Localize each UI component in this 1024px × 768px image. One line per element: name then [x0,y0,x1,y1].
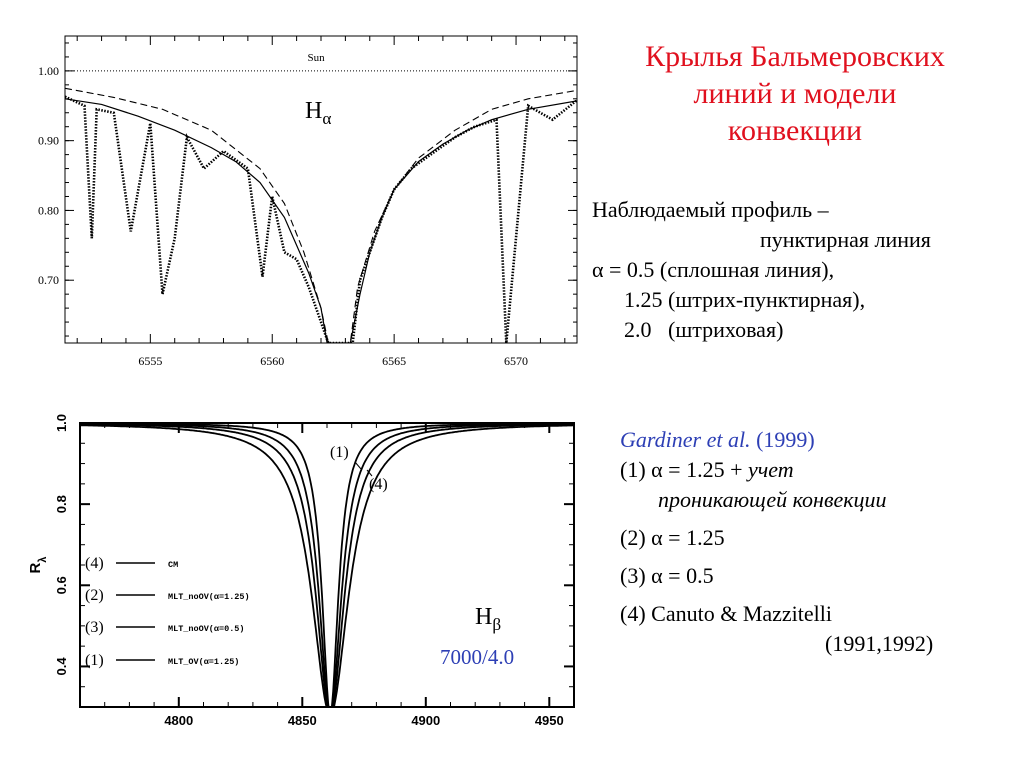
title-line-1: Крылья Бальмеровских [645,40,945,73]
ref-item-4-years: (1991,1992) [825,631,934,656]
hbeta-legend-number: (1) [85,652,104,669]
hbeta-xtick-label: 4900 [411,713,440,728]
profile-description: Наблюдаемый профиль – пунктирная линия α… [592,195,1012,345]
halpha-series-solid [65,98,577,343]
desc-line-5: 2.0 (штриховая) [624,317,784,342]
title-line-3: конвекции [727,114,863,147]
hbeta-ytick-label: 0.4 [54,657,69,676]
hbeta-ytick-label: 1.0 [54,414,69,432]
desc-line-2: пунктирная линия [760,227,931,252]
desc-line-4: 1.25 (штрих-пунктирная), [624,287,866,312]
halpha-xtick-label: 6560 [260,354,284,368]
halpha-line-label: Hα [305,98,331,128]
halpha-series-dashed [65,87,577,343]
hbeta-legend-text: MLT_OV(α=1.25) [168,657,239,667]
halpha-line-label-main: H [305,98,322,124]
ref-year: (1999) [756,427,815,452]
hbeta-legend-text: MLT_noOV(α=1.25) [168,592,250,602]
hbeta-xtick-label: 4950 [535,713,564,728]
hbeta-legend-text: CM [168,560,178,570]
hbeta-line-label-main: H [475,604,492,630]
ref-citation: Gardiner et al. (1999) [620,425,1020,455]
hbeta-legend-number: (4) [85,555,104,572]
halpha-xtick-label: 6555 [138,354,162,368]
ref-item-1-word: учет [748,457,794,482]
hbeta-xtick-label: 4800 [164,713,193,728]
halpha-line-label-sub: α [322,109,331,128]
hbeta-line-label-sub: β [492,615,501,634]
desc-line-1: Наблюдаемый профиль – [592,197,829,222]
hbeta-legend-text: MLT_noOV(α=0.5) [168,624,245,634]
desc-line-3: α = 0.5 (сплошная линия), [592,257,835,282]
halpha-ytick-label: 0.90 [38,134,59,148]
hbeta-model-label: 7000/4.0 [440,645,514,669]
halpha-ytick-label: 0.80 [38,203,59,217]
hbeta-curve-pointer-4 [366,469,373,477]
hbeta-curve-pointer-1 [354,461,362,470]
reference-block: Gardiner et al. (1999) (1) α = 1.25 + уч… [620,425,1020,659]
hbeta-ytick-label: 0.6 [54,576,69,594]
hbeta-legend-number: (3) [85,619,104,636]
hbeta-curve-label-1: (1) [330,444,349,461]
hbeta-xtick-label: 4850 [288,713,317,728]
hbeta-line-label: Hβ [475,604,501,634]
hbeta-ytick-label: 0.8 [54,495,69,513]
ref-item-1-prefix: (1) α = 1.25 + [620,457,743,482]
halpha-xtick-label: 6570 [504,354,528,368]
halpha-ytick-label: 1.00 [38,64,59,78]
halpha-ytick-label: 0.70 [38,273,59,287]
hbeta-series-(1) [80,423,574,707]
hbeta-ylabel-sub: λ [37,557,49,563]
halpha-xtick-label: 6565 [382,354,406,368]
hbeta-curve-label-4: (4) [369,476,388,493]
ref-item-1-cont: проникающей конвекции [658,487,887,512]
hbeta-series-(4) [80,424,574,707]
title-line-2: линий и модели [693,77,897,110]
hbeta-ylabel-main: R [27,562,44,573]
slide-title: Крылья Бальмеровских линий и модели конв… [600,38,990,149]
ref-item-2: (2) α = 1.25 [620,525,725,550]
hbeta-legend-number: (2) [85,587,104,604]
ref-item-4: (4) Canuto & Mazzitelli [620,601,832,626]
sun-label: Sun [308,52,326,64]
ref-item-3: (3) α = 0.5 [620,563,714,588]
ref-item-1: (1) α = 1.25 + учет [620,455,1020,485]
hbeta-series-(2) [80,423,574,707]
hbeta-ylabel: Rλ [27,557,49,574]
ref-author: Gardiner et al. [620,427,751,452]
